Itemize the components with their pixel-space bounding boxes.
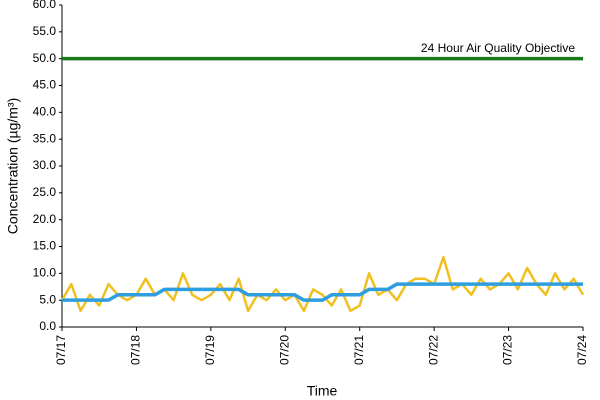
y-tick-label: 0.0 [39,319,56,333]
y-tick-label: 10.0 [33,266,57,280]
y-tick-label: 50.0 [33,51,57,65]
x-tick-label: 07/23 [501,335,515,365]
y-tick-label: 5.0 [39,292,56,306]
y-tick-label: 30.0 [33,158,57,172]
y-tick-label: 55.0 [33,24,57,38]
y-tick-label: 20.0 [33,212,57,226]
y-tick-label: 15.0 [33,239,57,253]
x-axis-title: Time [307,383,338,399]
y-tick-label: 35.0 [33,131,57,145]
y-axis-title: Concentration (µg/m³) [5,98,21,234]
y-tick-label: 45.0 [33,78,57,92]
y-tick-label: 25.0 [33,185,57,199]
x-tick-label: 07/21 [352,335,366,365]
line-label: 24 Hour Air Quality Objective [421,41,575,55]
x-tick-label: 07/18 [129,335,143,365]
y-tick-label: 40.0 [33,105,57,119]
x-tick-label: 07/24 [575,335,589,365]
x-tick-label: 07/17 [54,335,68,365]
x-tick-label: 07/19 [203,335,217,365]
series-line [62,282,583,302]
x-tick-label: 07/20 [277,335,291,365]
series-line [60,255,585,313]
y-tick-label: 60.0 [33,0,57,11]
x-tick-label: 07/22 [426,335,440,365]
